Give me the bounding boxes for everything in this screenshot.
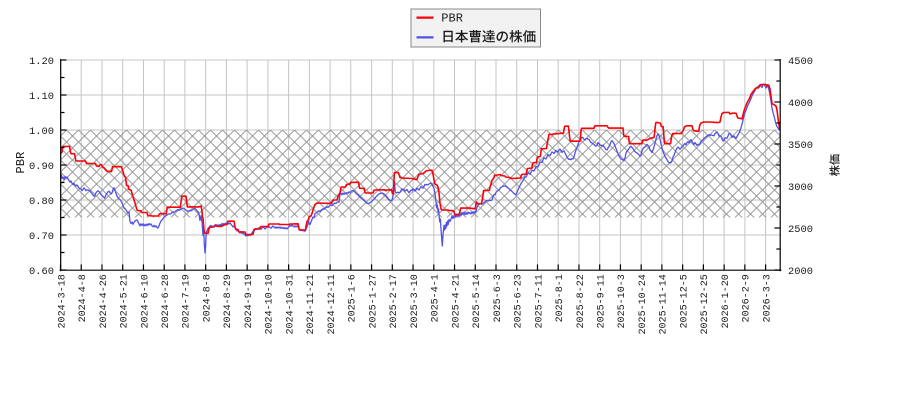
svg-text:4000: 4000 [788,98,813,110]
svg-text:2025-8-22: 2025-8-22 [576,274,587,328]
svg-text:3500: 3500 [788,140,813,152]
svg-text:2024-8-8: 2024-8-8 [203,274,214,322]
svg-text:2024-3-18: 2024-3-18 [57,274,68,328]
svg-text:2025-8-1: 2025-8-1 [555,274,566,322]
svg-text:2024-10-31: 2024-10-31 [285,274,296,334]
svg-text:1.10: 1.10 [29,91,54,103]
svg-text:2025-7-11: 2025-7-11 [534,274,545,328]
svg-text:2500: 2500 [788,224,813,236]
svg-text:4500: 4500 [788,56,813,68]
svg-text:2025-2-17: 2025-2-17 [389,274,400,328]
svg-text:0.80: 0.80 [29,196,54,208]
svg-text:2026-1-20: 2026-1-20 [721,274,732,328]
svg-text:3000: 3000 [788,182,813,194]
svg-text:2025-9-11: 2025-9-11 [597,274,608,328]
svg-text:2025-3-10: 2025-3-10 [410,274,421,328]
svg-text:2025-1-27: 2025-1-27 [368,274,379,328]
svg-text:2024-6-10: 2024-6-10 [140,274,151,328]
svg-text:2025-4-1: 2025-4-1 [431,274,442,322]
svg-text:2000: 2000 [788,266,813,278]
svg-text:2025-12-25: 2025-12-25 [700,274,711,334]
svg-text:2024-4-8: 2024-4-8 [78,274,89,322]
svg-text:2024-9-19: 2024-9-19 [244,274,255,328]
svg-text:2024-11-21: 2024-11-21 [306,274,317,334]
svg-text:2025-1-6: 2025-1-6 [348,274,359,322]
svg-text:1.20: 1.20 [29,56,54,68]
svg-text:PBR: PBR [441,12,463,26]
svg-text:2024-8-29: 2024-8-29 [223,274,234,328]
svg-text:0.60: 0.60 [29,266,54,278]
svg-text:2025-6-3: 2025-6-3 [493,274,504,322]
svg-text:2024-12-11: 2024-12-11 [327,274,338,334]
svg-text:2025-12-5: 2025-12-5 [679,274,690,328]
svg-text:PBR: PBR [14,152,28,174]
svg-text:2025-10-3: 2025-10-3 [617,274,628,328]
svg-text:2025-5-14: 2025-5-14 [472,274,483,328]
svg-text:0.70: 0.70 [29,231,54,243]
svg-text:2025-10-24: 2025-10-24 [638,274,649,334]
svg-text:2025-6-23: 2025-6-23 [514,274,525,328]
svg-text:2024-10-10: 2024-10-10 [265,274,276,334]
svg-text:2024-4-26: 2024-4-26 [99,274,110,328]
svg-text:2026-3-3: 2026-3-3 [762,274,773,322]
svg-text:0.90: 0.90 [29,161,54,173]
svg-text:2024-6-28: 2024-6-28 [161,274,172,328]
svg-text:1.00: 1.00 [29,126,54,138]
svg-text:2025-11-14: 2025-11-14 [659,274,670,334]
svg-text:2025-4-21: 2025-4-21 [451,274,462,328]
svg-text:2026-2-9: 2026-2-9 [742,274,753,322]
svg-text:2024-5-21: 2024-5-21 [120,274,131,328]
svg-text:2024-7-19: 2024-7-19 [182,274,193,328]
